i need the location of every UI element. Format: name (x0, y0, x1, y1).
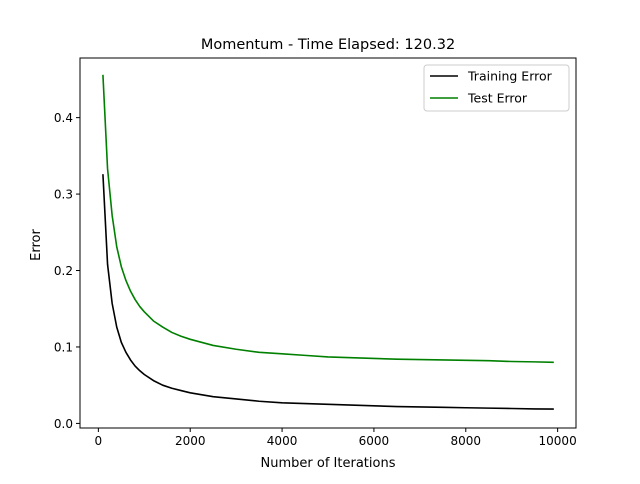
legend-box (423, 64, 570, 112)
x-axis-label: Number of Iterations (261, 456, 396, 471)
x-tick-label: 6000 (359, 434, 390, 448)
series-lines (102, 74, 554, 410)
x-tick-label: 2000 (175, 434, 206, 448)
series-line-test-error (102, 74, 554, 364)
x-tick-label: 10000 (539, 434, 577, 448)
chart-title: Momentum - Time Elapsed: 120.32 (201, 37, 455, 53)
plot-frame (79, 57, 577, 429)
y-tick-label: 0.3 (54, 188, 73, 202)
series-line-training-error (102, 174, 554, 410)
legend-label: Training Error (467, 69, 553, 84)
y-tick-label: 0.2 (54, 264, 73, 278)
legend: Training Error Test Error (423, 64, 570, 112)
x-axis-ticks: 0 2000 4000 6000 8000 10000 (95, 428, 577, 448)
x-tick-label: 0 (95, 434, 103, 448)
y-tick-label: 0.1 (54, 340, 73, 354)
y-axis-ticks: 0.0 0.1 0.2 0.3 0.4 (54, 111, 80, 431)
y-tick-label: 0.4 (54, 111, 73, 125)
y-tick-label: 0.0 (54, 417, 73, 431)
x-tick-label: 8000 (451, 434, 482, 448)
x-tick-label: 4000 (267, 434, 298, 448)
y-axis-label: Error (29, 229, 44, 261)
legend-label: Test Error (467, 91, 528, 106)
